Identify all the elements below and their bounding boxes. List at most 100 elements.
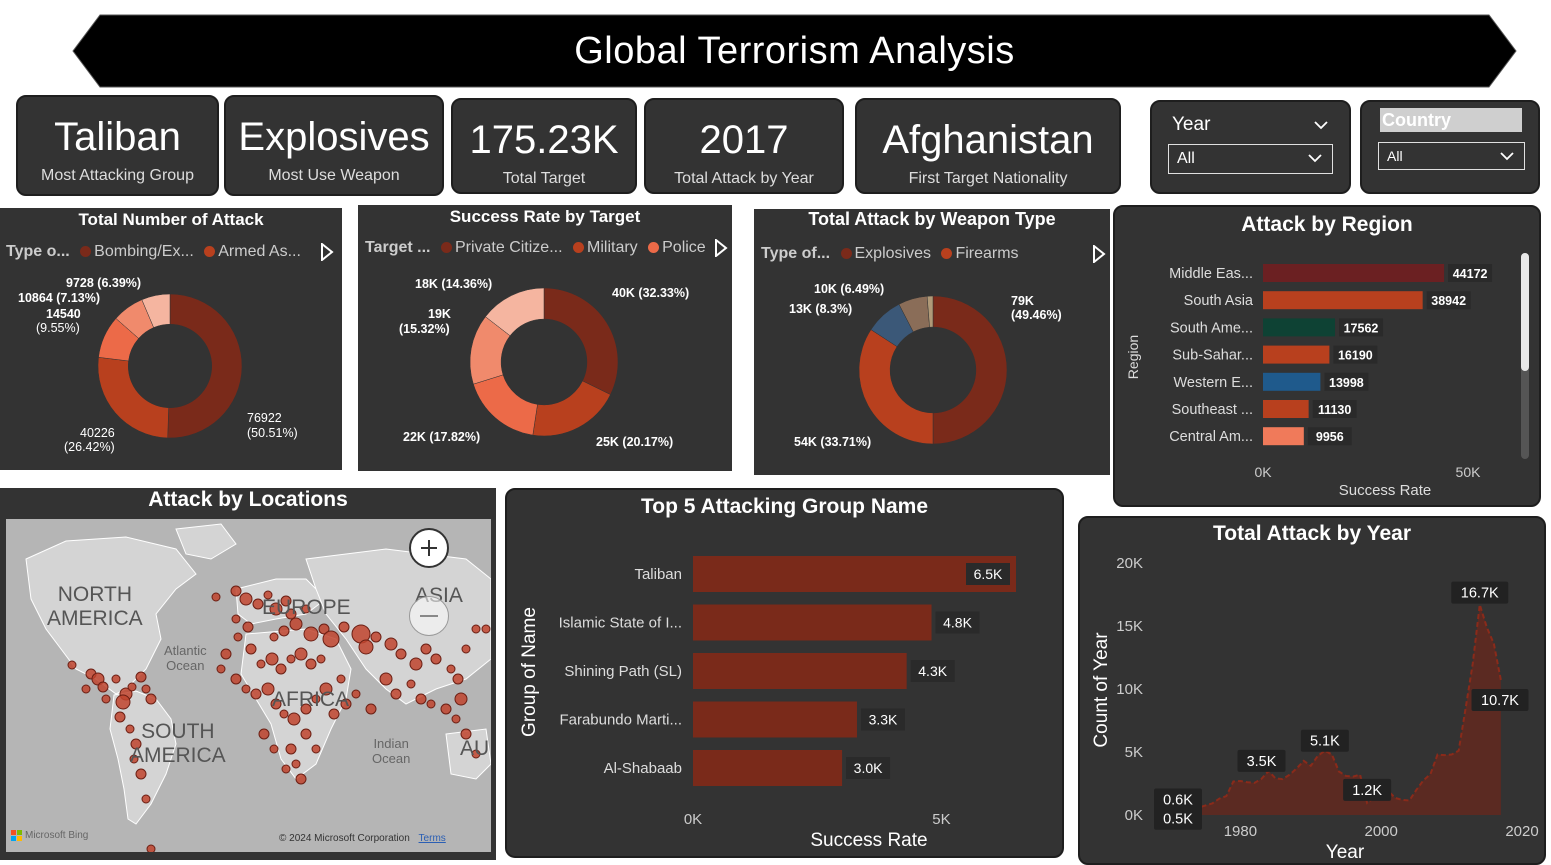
data-label: 10864 (7.13%) [18,291,101,305]
page-title: Global Terrorism Analysis [574,29,1015,72]
incident-marker [471,624,481,634]
panel-title: Total Attack by Weapon Type [808,209,1056,229]
year-value-label: 0.5K [1163,812,1193,828]
world-map[interactable] [6,519,491,852]
legend-item[interactable]: Explosives [854,245,931,262]
donut-slice [167,293,243,439]
x-tick-label: 0K [684,811,702,828]
group-category-label: Al-Shabaab [604,760,682,777]
incident-marker [127,682,137,692]
legend-swatch [204,246,216,258]
legend-next-icon[interactable] [320,243,334,261]
incident-marker [231,614,241,624]
map-copyright: © 2024 Microsoft Corporation Terms [279,833,446,844]
zoom-out-button[interactable] [409,596,449,636]
incident-marker [316,654,326,664]
group-value-label: 4.3K [918,663,947,679]
region-value-bg [1339,318,1384,337]
donut-chart [858,295,1008,445]
region-bar [1263,427,1304,446]
legend-next-icon[interactable] [714,239,728,257]
country-dropdown[interactable]: All [1378,142,1525,170]
map-label-africa: AFRICA [272,688,350,711]
donut-slice [858,329,934,445]
panel-title: Attack by Region [1241,213,1413,236]
legend-item[interactable]: Police [662,239,706,256]
total-attack-by-year-panel: Total Attack by Year 0K 5K 10K 15K 20K 1980 20… [1078,516,1546,865]
year-value-label: 0.6K [1163,792,1193,808]
incident-marker [141,684,151,694]
year-value-label: 10.7K [1481,693,1519,709]
year-area-chart: 0K 5K 10K 15K 20K 1980 2000 2020 0.6K 0.5K 3.5K 5.1… [1091,555,1539,863]
chevron-down-icon[interactable] [1312,116,1330,134]
incident-marker [318,623,330,635]
region-category-label: Central Am... [1169,429,1253,445]
legend-item[interactable]: Firearms [955,245,1019,262]
incident-marker [300,728,312,740]
y-tick-label: 0K [1125,807,1143,824]
terms-link[interactable]: Terms [418,833,446,844]
legend-swatch [573,242,584,254]
incident-marker [311,694,321,704]
incident-marker [295,773,307,785]
legend-item[interactable]: Military [587,239,638,256]
legend-item[interactable]: Armed As... [218,243,301,260]
x-tick-label: 50K [1456,464,1482,480]
bing-label: Microsoft Bing [25,830,89,841]
region-bar [1263,318,1336,337]
year-dropdown[interactable]: All [1168,144,1333,174]
scrollbar-track[interactable] [1521,253,1529,459]
incident-marker [135,768,147,780]
incident-marker [305,658,317,670]
donut-chart [97,293,243,439]
kpi-label: Most Use Weapon [268,167,400,184]
scrollbar-thumb[interactable] [1521,253,1529,371]
year-value-bg [1154,788,1202,811]
zoom-in-button[interactable] [409,528,449,568]
map-label-europe: EUROPE [262,596,351,619]
incident-marker [289,617,303,631]
year-value-label: 1.2K [1352,783,1382,799]
chevron-down-icon [1308,154,1322,163]
attack-by-region-panel: Attack by Region Middle Eas... 44172 South… [1113,205,1541,507]
x-tick-label: 2000 [1365,823,1398,840]
data-label: (50.51%) [247,426,298,440]
kpi-value: Afghanistan [882,118,1094,162]
group-value-label: 3.0K [854,760,883,776]
legend-next-icon[interactable] [1092,245,1106,263]
incident-marker [230,585,242,597]
region-category-label: Middle Eas... [1169,266,1253,282]
incident-marker [452,673,464,685]
region-value-label: 9956 [1316,430,1344,444]
panel-title: Attack by Locations [148,488,348,511]
incident-marker [220,648,232,660]
incident-marker [461,644,471,654]
legend-item[interactable]: Bombing/Ex... [94,243,194,260]
map-label-south-america: SOUTH AMERICA [130,720,226,768]
group-bar [693,604,932,641]
group-value-bg [846,757,891,779]
incident-marker [275,663,287,675]
incident-marker [301,604,311,614]
incident-marker [311,744,321,754]
incident-marker [379,672,393,686]
year-value-bg [1237,749,1286,772]
map-label: Ocean [372,751,411,766]
region-value-label: 17562 [1344,321,1379,335]
incident-marker [415,693,427,705]
group-value-label: 3.3K [869,712,898,728]
incident-marker [111,674,121,684]
data-label: (9.55%) [36,321,80,335]
region-category-label: Western E... [1173,375,1253,391]
incident-marker [114,711,126,723]
incident-marker [261,682,275,696]
data-label: 40K (32.33%) [612,286,690,300]
legend-swatch [840,248,852,260]
incident-marker [242,621,254,633]
incident-marker [252,598,264,610]
incident-marker [239,592,253,606]
map-label: AMERICA [130,744,226,767]
data-label: 19K [428,307,451,321]
legend-item[interactable]: Private Citize... [454,239,563,256]
y-tick-label: 10K [1116,681,1143,698]
